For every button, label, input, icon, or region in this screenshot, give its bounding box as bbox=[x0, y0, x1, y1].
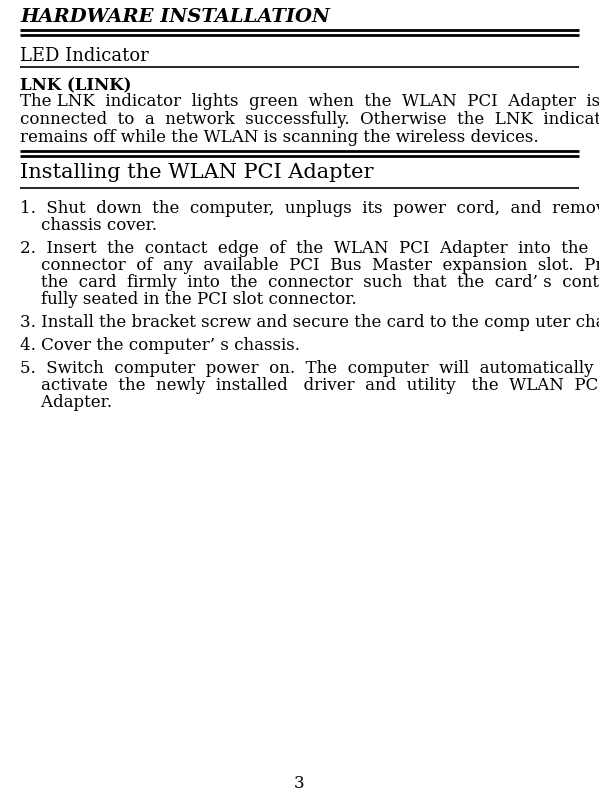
Text: LNK (LINK): LNK (LINK) bbox=[20, 77, 132, 94]
Text: activate  the  newly  installed   driver  and  utility   the  WLAN  PCI: activate the newly installed driver and … bbox=[20, 377, 599, 394]
Text: fully seated in the PCI slot connector.: fully seated in the PCI slot connector. bbox=[20, 291, 356, 308]
Text: LED Indicator: LED Indicator bbox=[20, 47, 149, 65]
Text: the  card  firmly  into  the  connector  such  that  the  card’ s  contacts  are: the card firmly into the connector such … bbox=[20, 274, 599, 291]
Text: 5.  Switch  computer  power  on.  The  computer  will  automatically: 5. Switch computer power on. The compute… bbox=[20, 360, 594, 377]
Text: remains off while the WLAN is scanning the wireless devices.: remains off while the WLAN is scanning t… bbox=[20, 129, 539, 146]
Text: 4. Cover the computer’ s chassis.: 4. Cover the computer’ s chassis. bbox=[20, 337, 300, 354]
Text: chassis cover.: chassis cover. bbox=[20, 217, 157, 234]
Text: 3. Install the bracket screw and secure the card to the comp uter chassis.: 3. Install the bracket screw and secure … bbox=[20, 314, 599, 331]
Text: HARDWARE INSTALLATION: HARDWARE INSTALLATION bbox=[20, 8, 330, 26]
Text: 2.  Insert  the  contact  edge  of  the  WLAN  PCI  Adapter  into  the: 2. Insert the contact edge of the WLAN P… bbox=[20, 240, 588, 257]
Text: 3: 3 bbox=[294, 775, 305, 792]
Text: 1.  Shut  down  the  computer,  unplugs  its  power  cord,  and  remove  the: 1. Shut down the computer, unplugs its p… bbox=[20, 200, 599, 217]
Text: Installing the WLAN PCI Adapter: Installing the WLAN PCI Adapter bbox=[20, 163, 374, 182]
Text: The LNK  indicator  lights  green  when  the  WLAN  PCI  Adapter  is: The LNK indicator lights green when the … bbox=[20, 93, 599, 110]
Text: connector  of  any  available  PCI  Bus  Master  expansion  slot.  Press: connector of any available PCI Bus Maste… bbox=[20, 257, 599, 274]
Text: connected  to  a  network  successfully.  Otherwise  the  LNK  indicator: connected to a network successfully. Oth… bbox=[20, 111, 599, 128]
Text: Adapter.: Adapter. bbox=[20, 394, 112, 411]
